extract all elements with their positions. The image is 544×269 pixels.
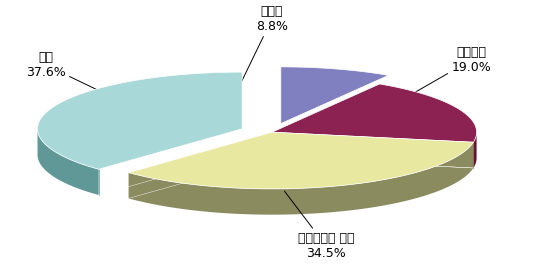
Text: 매출액
8.8%: 매출액 8.8% <box>238 5 288 89</box>
Polygon shape <box>272 84 477 142</box>
Polygon shape <box>38 130 98 195</box>
Polygon shape <box>281 67 388 123</box>
Polygon shape <box>128 142 473 215</box>
Polygon shape <box>38 72 242 169</box>
Polygon shape <box>473 133 477 168</box>
Text: 기타
37.6%: 기타 37.6% <box>26 51 140 110</box>
Polygon shape <box>128 132 473 189</box>
Text: 비용절감
19.0%: 비용절감 19.0% <box>393 46 491 105</box>
Text: 제품생산과 연계
34.5%: 제품생산과 연계 34.5% <box>285 191 354 260</box>
